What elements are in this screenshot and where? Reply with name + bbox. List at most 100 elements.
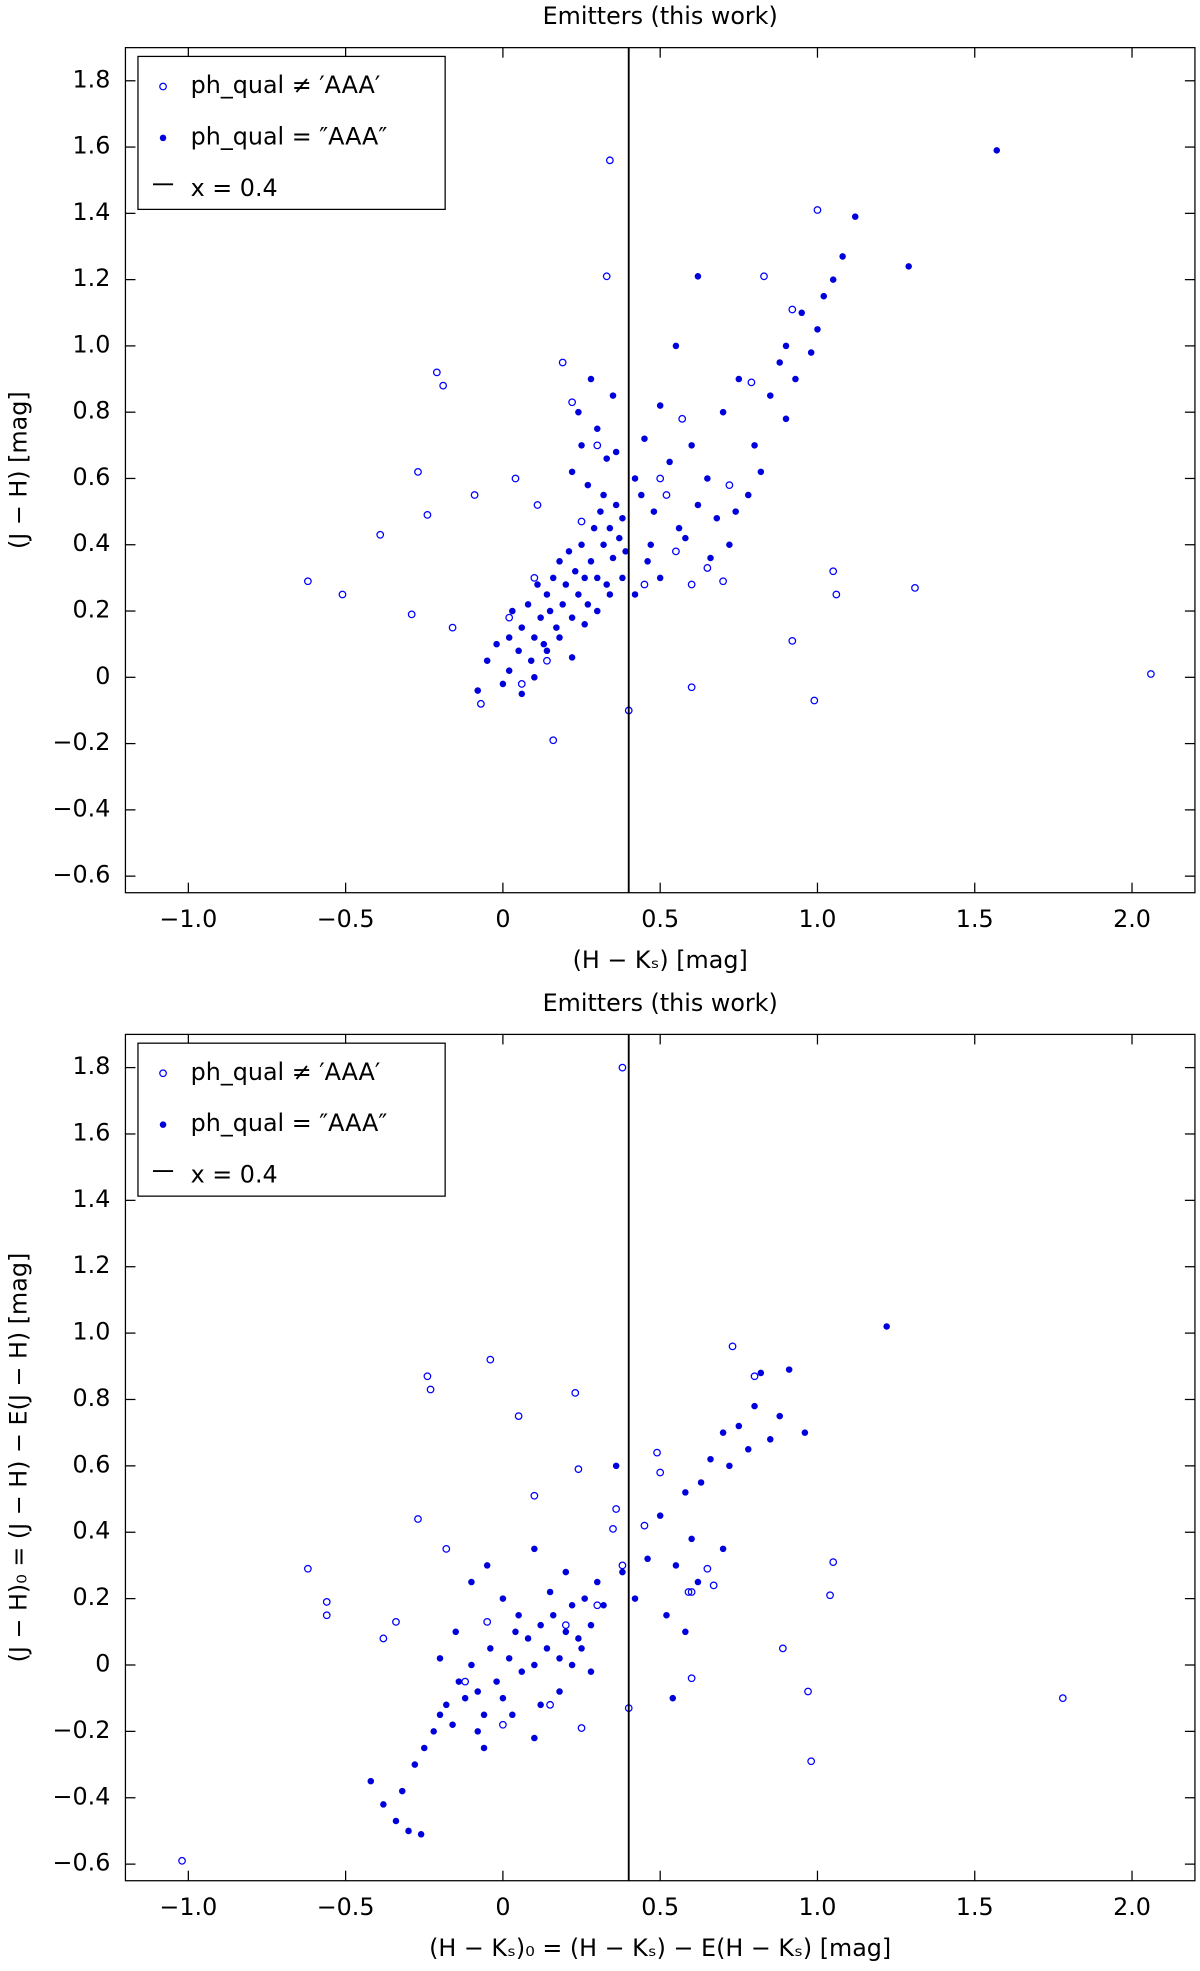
data-point [832, 590, 841, 599]
x-tick-label: 0.5 [641, 1893, 679, 1921]
data-point [747, 378, 756, 387]
data-point [517, 680, 526, 688]
y-tick-label: 0.4 [73, 529, 111, 557]
data-point [556, 558, 563, 565]
data-point [367, 1777, 375, 1785]
y-tick-label: 0.2 [73, 1583, 111, 1611]
y-tick-label: −0.6 [53, 861, 111, 889]
y-tick-label: 0.6 [73, 463, 111, 491]
data-point [436, 1711, 444, 1719]
data-point [726, 1462, 733, 1470]
data-point [694, 273, 702, 280]
data-point [483, 1562, 491, 1569]
data-point [767, 392, 774, 399]
data-point [546, 607, 554, 615]
data-point [505, 613, 514, 622]
legend-marker [159, 1121, 167, 1128]
data-point [568, 654, 576, 661]
y-tick-label: −0.6 [53, 1849, 111, 1877]
data-point [581, 621, 588, 628]
data-point [581, 574, 588, 582]
data-point [511, 474, 520, 483]
y-axis-label: (J − H)₀ = (J − H) − E(J − H) [mag] [5, 1253, 33, 1663]
data-point [590, 524, 598, 532]
data-point [518, 1668, 526, 1675]
data-point [663, 1611, 670, 1619]
data-point [509, 607, 516, 615]
data-point [829, 567, 838, 576]
data-point [468, 1578, 475, 1586]
data-point [826, 1591, 834, 1600]
data-point [707, 554, 714, 562]
data-point [515, 1611, 522, 1619]
data-point [618, 1561, 627, 1570]
y-tick-label: 1.4 [73, 198, 111, 226]
legend-box [137, 1042, 446, 1197]
data-point [603, 455, 610, 462]
data-point [594, 1578, 601, 1586]
data-point [1147, 670, 1155, 678]
data-point [619, 574, 626, 582]
x-axis-label: (H − Kₛ)₀ = (H − Kₛ) − E(H − Kₛ) [mag] [429, 1934, 891, 1962]
data-point [684, 1588, 693, 1596]
legend-box [137, 55, 446, 211]
data-point [709, 1581, 718, 1590]
data-point [735, 375, 743, 383]
data-point [524, 601, 532, 608]
chart-title: Emitters (this work) [543, 2, 778, 30]
data-point [609, 554, 617, 562]
data-point [609, 1525, 617, 1533]
data-point [757, 468, 765, 476]
data-point [577, 1724, 586, 1732]
data-point [666, 458, 673, 466]
data-point [543, 1645, 551, 1652]
data-point [436, 1655, 444, 1662]
data-point [704, 475, 711, 482]
data-point [549, 736, 558, 745]
legend-label: x = 0.4 [191, 1161, 278, 1189]
data-point [480, 1711, 488, 1719]
data-point [839, 253, 846, 260]
y-tick-label: 1.6 [73, 1118, 111, 1146]
data-point [719, 408, 727, 416]
data-point [303, 577, 312, 586]
data-point [694, 1578, 702, 1586]
data-point [594, 425, 601, 433]
data-point [303, 1564, 312, 1573]
data-point [556, 1655, 563, 1662]
data-point [678, 414, 687, 423]
y-tick-label: 0 [95, 1649, 110, 1677]
data-point [672, 342, 680, 350]
data-point [883, 1323, 890, 1330]
data-point [644, 558, 651, 565]
data-point [398, 1787, 406, 1795]
data-point [562, 1568, 570, 1576]
data-point [584, 601, 592, 608]
data-point [411, 1761, 419, 1768]
data-point [593, 1601, 602, 1610]
data-point [600, 541, 607, 549]
data-point [426, 1385, 435, 1394]
data-point [638, 491, 645, 499]
data-point [594, 607, 601, 615]
data-point [499, 1720, 507, 1729]
data-point [549, 574, 557, 582]
data-point [499, 680, 507, 688]
data-point [810, 696, 819, 705]
x-tick-label: −1.0 [159, 905, 217, 933]
data-point [178, 1856, 186, 1865]
data-point [829, 1558, 838, 1566]
data-point [578, 442, 585, 449]
chart-title: Emitters (this work) [543, 989, 778, 1017]
data-point [792, 375, 799, 383]
data-point [568, 1601, 576, 1609]
y-tick-label: −0.2 [53, 1716, 111, 1744]
data-point [713, 514, 721, 522]
data-point [757, 1369, 765, 1377]
data-point [788, 636, 797, 645]
data-point [461, 1677, 470, 1686]
data-point [647, 541, 655, 549]
data-point [600, 1601, 607, 1609]
data-point [474, 687, 481, 694]
data-point [392, 1817, 400, 1825]
